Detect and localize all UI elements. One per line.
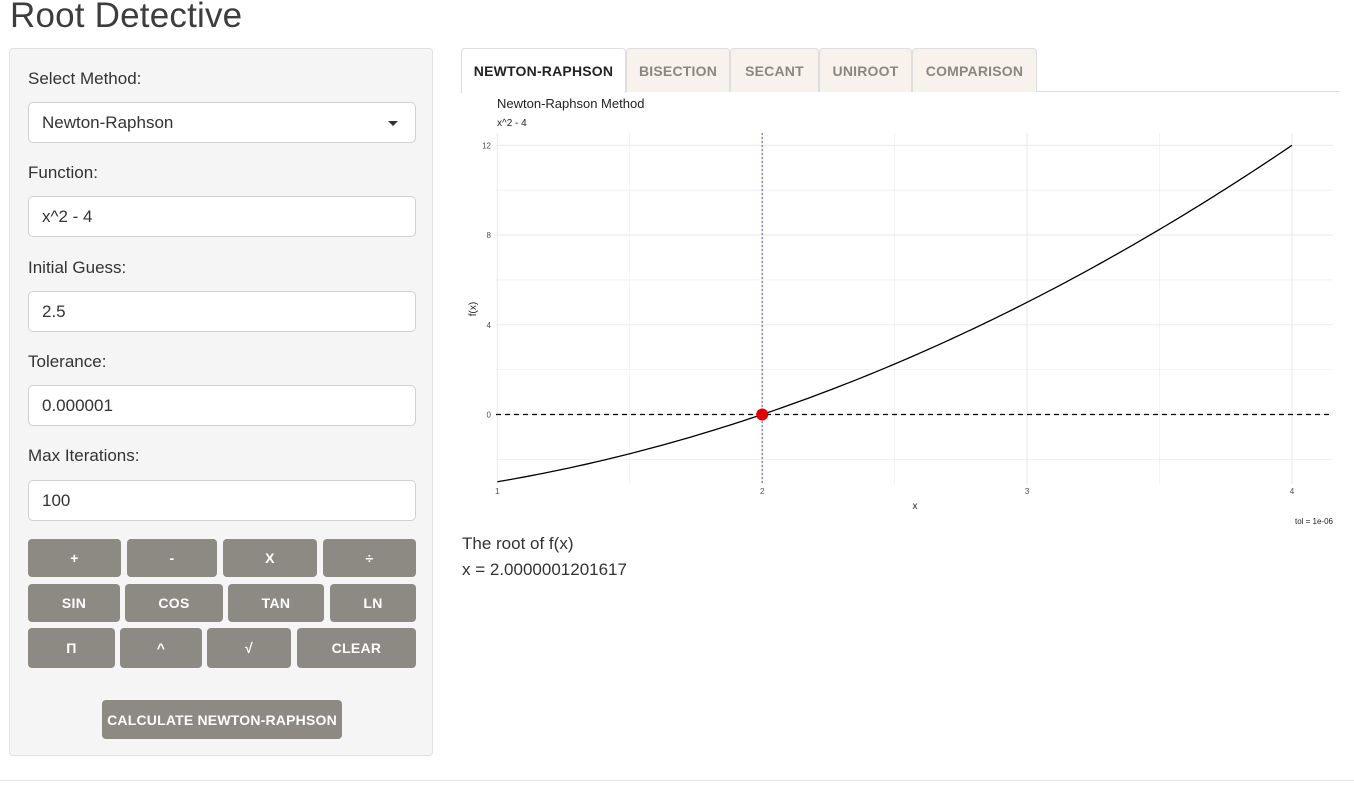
ln-button[interactable]: LN — [330, 584, 416, 622]
result-title: The root of f(x) — [462, 534, 574, 553]
tab-secant[interactable]: SECANT — [730, 48, 819, 92]
x-axis-ticks: 1 2 3 4 — [495, 487, 1295, 496]
power-button[interactable]: ^ — [120, 628, 202, 668]
function-curve — [497, 144, 1293, 483]
pi-button[interactable]: Π — [28, 628, 115, 668]
footer-divider — [0, 780, 1354, 781]
x-tick-label: 3 — [1025, 487, 1030, 496]
tab-newton-raphson[interactable]: NEWTON-RAPHSON — [461, 48, 626, 93]
function-label: Function: — [28, 163, 98, 182]
sin-button[interactable]: SIN — [28, 584, 120, 622]
divide-button[interactable]: ÷ — [323, 539, 416, 577]
multiply-button[interactable]: X — [223, 539, 317, 577]
plot-grid-minor — [496, 133, 1333, 484]
clear-button[interactable]: CLEAR — [297, 628, 416, 668]
function-input[interactable] — [28, 196, 416, 237]
y-tick-label: 12 — [482, 141, 491, 150]
tab-bisection[interactable]: BISECTION — [626, 48, 730, 92]
tab-uniroot[interactable]: UNIROOT — [819, 48, 912, 92]
chevron-down-icon — [388, 121, 398, 126]
x-tick-label: 2 — [760, 487, 765, 496]
x-tick-label: 4 — [1290, 487, 1295, 496]
chart-subtitle: x^2 - 4 — [497, 118, 527, 129]
max-iterations-label: Max Iterations: — [28, 446, 140, 465]
initial-guess-label: Initial Guess: — [28, 258, 127, 277]
root-point — [756, 408, 769, 421]
x-axis-label: x — [913, 501, 918, 512]
tab-comparison[interactable]: COMPARISON — [912, 48, 1037, 92]
plot-grid-major — [496, 133, 1333, 484]
calculate-button[interactable]: CALCULATE NEWTON-RAPHSON — [102, 700, 342, 739]
chart-caption: tol = 1e-06 — [1295, 517, 1334, 526]
tolerance-label: Tolerance: — [28, 352, 107, 371]
tolerance-input[interactable] — [28, 385, 416, 426]
minus-button[interactable]: - — [127, 539, 217, 577]
chart-title: Newton-Raphson Method — [497, 96, 644, 111]
method-select-value: Newton-Raphson — [42, 113, 174, 132]
y-axis-label: f(x) — [468, 302, 479, 316]
tan-button[interactable]: TAN — [228, 584, 324, 622]
method-label: Select Method: — [28, 69, 142, 88]
initial-guess-input[interactable] — [28, 291, 416, 332]
y-tick-label: 0 — [487, 410, 492, 419]
cos-button[interactable]: COS — [125, 584, 223, 622]
max-iterations-input[interactable] — [28, 480, 416, 521]
method-tabs: NEWTON-RAPHSON BISECTION SECANT UNIROOT … — [461, 48, 1339, 93]
plus-button[interactable]: + — [28, 539, 121, 577]
y-axis-ticks: 0 4 8 12 — [482, 141, 491, 419]
sidebar-panel: Select Method: Newton-Raphson Function: … — [9, 48, 433, 756]
app-title: Root Detective — [10, 0, 243, 35]
method-select[interactable]: Newton-Raphson — [28, 102, 416, 143]
x-tick-label: 1 — [495, 487, 500, 496]
y-tick-label: 4 — [487, 321, 492, 330]
y-tick-label: 8 — [487, 231, 492, 240]
result-value: x = 2.0000001201617 — [462, 560, 627, 579]
sqrt-button[interactable]: √ — [207, 628, 291, 668]
